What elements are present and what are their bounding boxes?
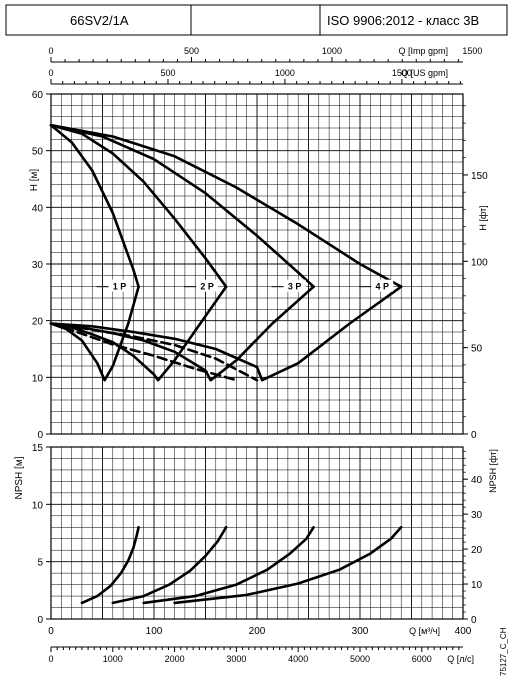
curve [49,285,403,382]
curve-label-bg [196,279,219,292]
y-right-axis-title: H [фт] [478,205,488,230]
curve [49,123,403,289]
curve-label: 4 P [375,282,389,292]
top-axis-tick-label: 1500 [392,68,412,78]
curve-label: 2 P [200,282,214,292]
y-right-tick-label: 100 [471,257,488,268]
bottom-axis-tick-label: 0 [48,654,53,664]
x-tick-label: 100 [146,626,163,637]
standard-label: ISO 9906:2012 - класс 3B [327,13,479,28]
x-tick-label: 200 [249,626,266,637]
y-tick-label: 15 [32,443,44,454]
doc-code: 75127_C_CH [499,627,508,676]
y-right-axis-title: NPSH [фт] [488,449,498,493]
y-axis-title: NPSH [м] [14,456,25,499]
dashed-curve [49,322,238,382]
y-right-tick-label: 150 [471,171,488,182]
y-tick-label: 0 [37,430,43,441]
y-right-tick-label: 0 [471,430,477,441]
y-tick-label: 50 [32,147,44,158]
plot-frame [50,446,464,620]
bottom-axis-tick-label: 4000 [288,654,308,664]
curve-label-bg [371,279,394,292]
bottom-axis-tick-label: 2000 [165,654,185,664]
top-axis-title: Q [US gpm] [401,68,448,78]
y-tick-label: 10 [32,373,44,384]
curve-label-bg [108,279,131,292]
model-name: 66SV2/1A [70,13,129,28]
y-tick-label: 40 [32,203,44,214]
curve [142,525,315,605]
npsh-panel: 0 5 10 15 0 10 20 30 40 NPSH [м] NPSH [фт] 0 100 200 3… [14,443,498,664]
x-tick-label: 0 [48,626,54,637]
bottom-axis-title: Q [л/с] [447,654,474,664]
y-right-tick-label: 10 [471,580,483,591]
curve [49,123,140,289]
x-tick-label: 300 [352,626,369,637]
top-axis-tick-label: 500 [184,46,199,56]
y-right-tick-label: 40 [471,475,483,486]
dashed-curve [49,322,259,382]
bottom-axis-tick-label: 1000 [103,654,123,664]
bottom-axis-tick-label: 3000 [226,654,246,664]
curve-label-bg [283,279,306,292]
curve [49,123,315,289]
top-axis-tick-label: 1000 [275,68,295,78]
bottom-axis-tick-label: 6000 [412,654,432,664]
y-right-tick-label: 50 [471,344,483,355]
x-tick-label: 400 [455,626,472,637]
y-tick-label: 0 [37,615,43,626]
curve [173,525,403,605]
top-axis-tick-label: 1000 [322,46,342,56]
curve-label: 3 P [288,282,302,292]
top-axis-tick-label: 0 [48,46,53,56]
y-tick-label: 20 [32,317,44,328]
curve-label: 1 P [113,282,127,292]
curve [49,123,228,289]
x-axis-title: Q [м³/ч] [409,626,440,636]
header-box [5,4,508,36]
top-axis-title: Q [Imp gpm] [398,46,448,56]
y-right-tick-label: 30 [471,510,483,521]
y-tick-label: 60 [32,90,44,101]
bottom-axis-tick-label: 5000 [350,654,370,664]
top-axis-tick-label: 0 [48,68,53,78]
curve [80,525,140,605]
top-axis-tick-label: 500 [160,68,175,78]
y-tick-label: 10 [32,500,44,511]
y-tick-label: 30 [32,260,44,271]
y-tick-label: 5 [37,558,43,569]
y-right-tick-label: 20 [471,545,483,556]
top-axis-tick-label: 1500 [462,46,482,56]
curve [111,525,228,605]
y-right-tick-label: 0 [471,615,477,626]
y-axis-title: H [м] [29,169,40,192]
head-panel: 0 10 20 30 40 50 60 0 50 100 150 H [м] H [фт] 1 P 2 P 3… [29,46,488,441]
